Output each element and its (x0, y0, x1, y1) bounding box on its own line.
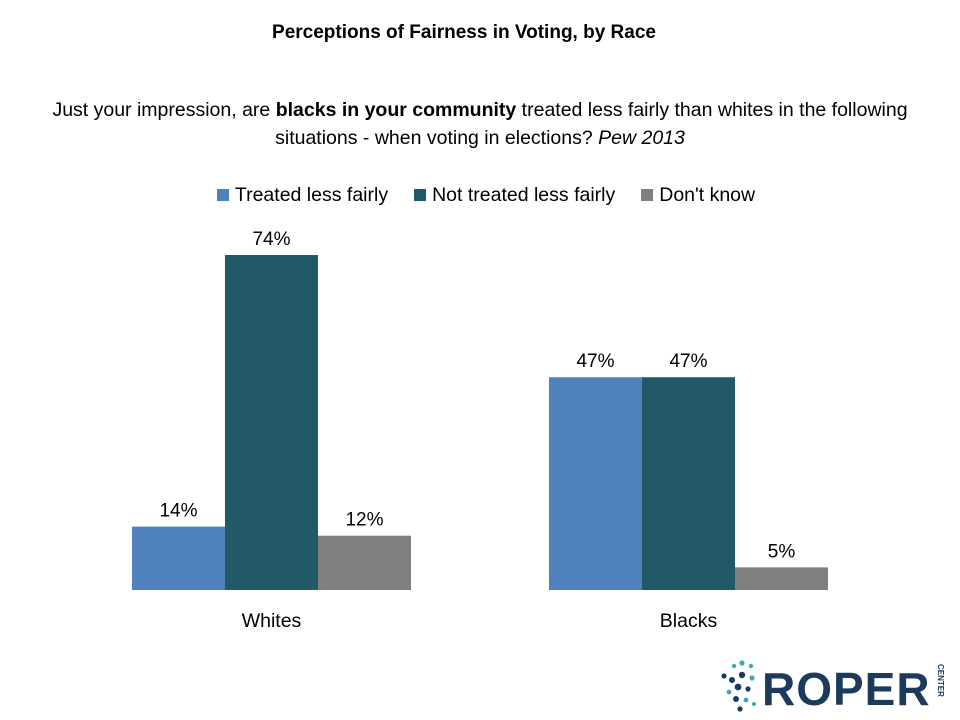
category-label: Whites (242, 610, 302, 632)
bar-value-label: 47% (576, 351, 614, 372)
bar (642, 377, 735, 590)
bar (225, 255, 318, 590)
bar-value-label: 12% (345, 510, 383, 531)
roper-center-logo: ROPER CENTER (721, 660, 945, 714)
bar-value-label: 14% (159, 501, 197, 522)
question-text: Just your impression, are blacks in your… (40, 96, 920, 152)
bar (549, 377, 642, 590)
category-label: Blacks (660, 610, 718, 632)
chart-title: Perceptions of Fairness in Voting, by Ra… (272, 22, 656, 43)
bar-value-label: 5% (768, 541, 796, 562)
logo-mark-icon (721, 660, 756, 712)
legend-swatch (641, 189, 654, 201)
question-source: Pew 2013 (598, 127, 685, 149)
logo-text: ROPER (762, 663, 931, 714)
logo-subtext: CENTER (936, 664, 945, 697)
legend-label: Treated less fairly (234, 183, 389, 206)
legend-swatch (216, 189, 229, 201)
bar-value-label: 74% (252, 229, 290, 250)
bar (735, 567, 828, 590)
legend-item: Don't know (641, 184, 755, 207)
bar (132, 526, 225, 590)
chart-legend: Treated less fairly Not treated less fair… (0, 181, 960, 209)
legend-label: Not treated less fairly (432, 183, 616, 206)
bar (318, 535, 411, 590)
bar-value-label: 47% (669, 351, 707, 372)
question-part1: Just your impression, are (52, 99, 276, 121)
legend-label: Don't know (659, 183, 756, 206)
legend-swatch (414, 189, 427, 201)
question-part2: treated less fairly than whites in the f… (275, 99, 908, 149)
legend-item: Not treated less fairly (414, 184, 615, 207)
legend-item: Treated less fairly (216, 183, 389, 207)
question-emphasis: blacks in your community (275, 99, 517, 121)
